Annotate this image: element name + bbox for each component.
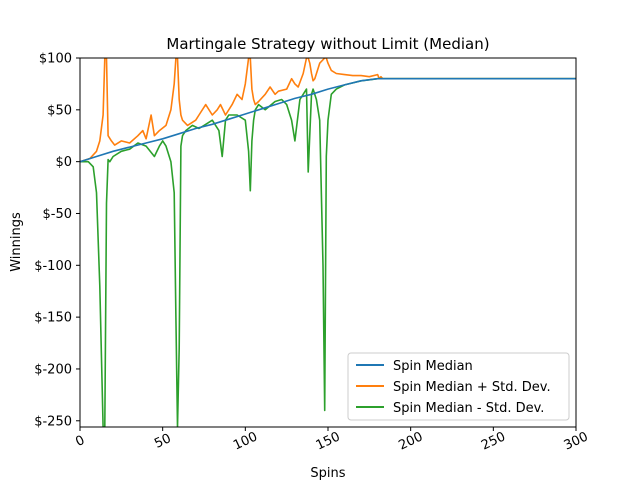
series-line-median [80, 77, 576, 163]
legend-label-median: Spin Median [393, 359, 473, 374]
legend-box [347, 352, 570, 421]
series-line-minus-std [80, 77, 576, 427]
y-axis: $100 $50 $0 $-50 $-100 $-150 $-200 $-250 [34, 52, 80, 429]
y-tick-label: $-50 [42, 207, 72, 222]
legend-label-plus-std: Spin Median + Std. Dev. [393, 380, 551, 395]
chart-title: Martingale Strategy without Limit (Media… [166, 35, 489, 53]
y-tick-label: $-200 [34, 362, 72, 377]
legend-label-minus-std: Spin Median - Std. Dev. [393, 401, 544, 416]
y-tick-label: $-100 [34, 259, 72, 274]
y-tick-label: $0 [55, 155, 72, 170]
x-tick-label: 50 [152, 431, 173, 452]
series-layer [80, 58, 576, 427]
legend: Spin Median Spin Median + Std. Dev. Spin… [347, 352, 570, 421]
y-tick-label: $-150 [34, 311, 72, 326]
y-tick-label: $100 [39, 52, 72, 67]
y-axis-label: Winnings [9, 212, 24, 272]
series-line-plus-std [80, 58, 576, 163]
y-tick-label: $-250 [34, 414, 72, 429]
x-axis-label: Spins [310, 466, 345, 480]
y-tick-label: $50 [47, 103, 72, 118]
